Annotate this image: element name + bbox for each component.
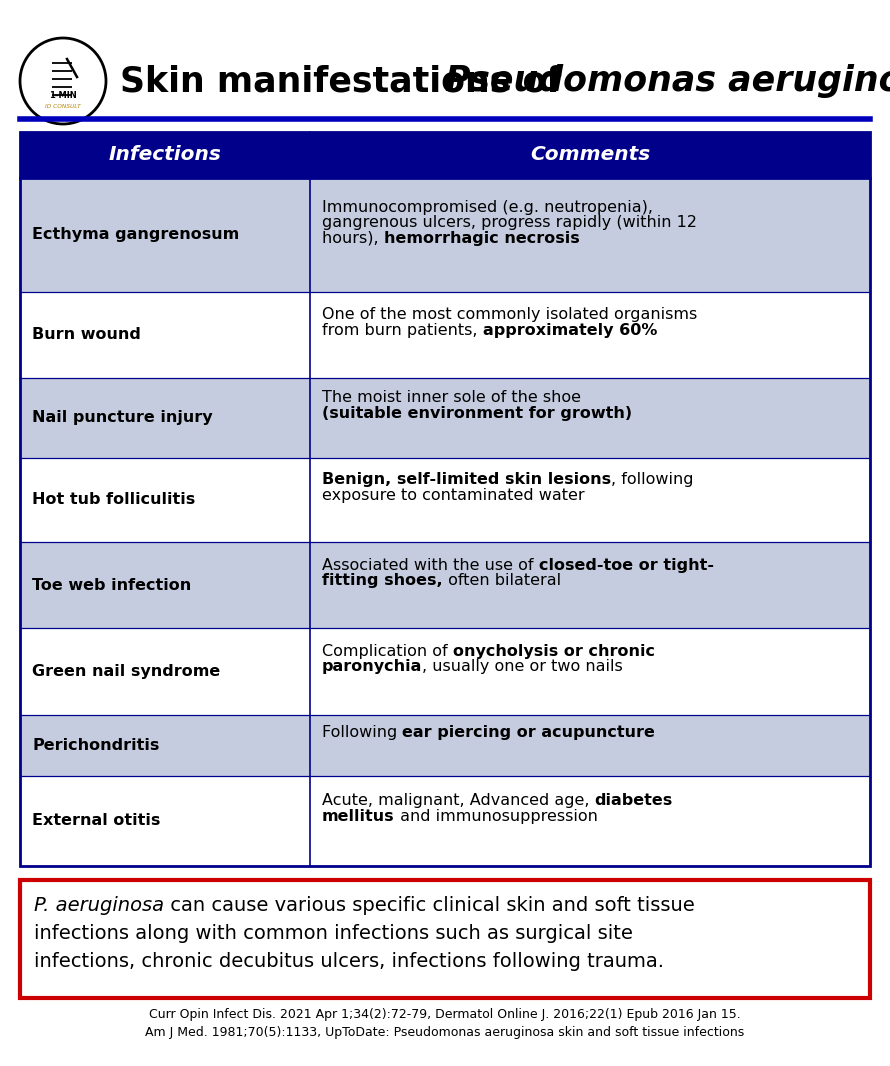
Text: diabetes: diabetes [595,793,673,808]
Text: mellitus: mellitus [322,809,394,824]
Text: approximately 60%: approximately 60% [482,323,657,338]
Text: 1-MIN: 1-MIN [49,91,77,99]
Text: Associated with the use of: Associated with the use of [322,558,538,572]
Text: fitting shoes,: fitting shoes, [322,574,442,588]
Text: Skin manifestations of: Skin manifestations of [120,64,574,98]
Text: paronychia: paronychia [322,660,423,675]
Text: P. aeruginosa: P. aeruginosa [34,897,164,915]
Text: Am J Med. 1981;70(5):1133, UpToDate: Pseudomonas aeruginosa skin and soft tissue: Am J Med. 1981;70(5):1133, UpToDate: Pse… [145,1025,745,1039]
Text: Nail puncture injury: Nail puncture injury [32,410,213,425]
Text: Following: Following [322,725,402,740]
Text: Pseudomonas aeruginosa: Pseudomonas aeruginosa [446,64,890,98]
Text: Curr Opin Infect Dis. 2021 Apr 1;34(2):72-79, Dermatol Online J. 2016;22(1) Epub: Curr Opin Infect Dis. 2021 Apr 1;34(2):7… [150,1008,740,1021]
Text: Complication of: Complication of [322,644,453,659]
FancyBboxPatch shape [20,132,870,178]
Text: Benign, self-limited skin lesions: Benign, self-limited skin lesions [322,472,611,487]
Text: ear piercing or acupuncture: ear piercing or acupuncture [402,725,655,740]
Text: The moist inner sole of the shoe: The moist inner sole of the shoe [322,390,581,405]
FancyBboxPatch shape [20,628,870,714]
Text: Infections: Infections [109,145,222,164]
FancyBboxPatch shape [20,881,870,998]
FancyBboxPatch shape [20,178,870,292]
Text: , following: , following [611,472,693,487]
Text: One of the most commonly isolated organisms: One of the most commonly isolated organi… [322,307,697,322]
FancyBboxPatch shape [20,377,870,457]
Text: onycholysis or chronic: onycholysis or chronic [453,644,655,659]
Text: External otitis: External otitis [32,813,160,828]
FancyBboxPatch shape [20,292,870,377]
Text: exposure to contaminated water: exposure to contaminated water [322,488,585,503]
Text: Immunocompromised (e.g. neutropenia),: Immunocompromised (e.g. neutropenia), [322,199,653,214]
Text: gangrenous ulcers, progress rapidly (within 12: gangrenous ulcers, progress rapidly (wit… [322,215,697,230]
Text: can cause various specific clinical skin and soft tissue: can cause various specific clinical skin… [164,897,695,915]
Text: often bilateral: often bilateral [442,574,561,588]
Text: Comments: Comments [530,145,650,164]
Text: Acute, malignant, Advanced age,: Acute, malignant, Advanced age, [322,793,595,808]
FancyBboxPatch shape [20,776,870,866]
Text: Burn wound: Burn wound [32,327,141,342]
Text: Toe web infection: Toe web infection [32,578,191,593]
Text: Perichondritis: Perichondritis [32,738,159,753]
Text: hemorrhagic necrosis: hemorrhagic necrosis [384,230,579,245]
Text: infections along with common infections such as surgical site: infections along with common infections … [34,924,633,943]
FancyBboxPatch shape [20,457,870,542]
Text: (suitable environment for growth): (suitable environment for growth) [322,406,632,421]
Text: Ecthyma gangrenosum: Ecthyma gangrenosum [32,227,239,242]
Text: Hot tub folliculitis: Hot tub folliculitis [32,492,195,507]
Text: and immunosuppression: and immunosuppression [394,809,597,824]
Text: Green nail syndrome: Green nail syndrome [32,664,220,679]
Text: ID CONSULT: ID CONSULT [45,104,81,110]
FancyBboxPatch shape [20,714,870,776]
Text: from burn patients,: from burn patients, [322,323,482,338]
Text: , usually one or two nails: , usually one or two nails [423,660,623,675]
Text: closed-toe or tight-: closed-toe or tight- [538,558,714,572]
Text: infections, chronic decubitus ulcers, infections following trauma.: infections, chronic decubitus ulcers, in… [34,952,664,971]
Text: hours),: hours), [322,230,384,245]
FancyBboxPatch shape [20,542,870,628]
